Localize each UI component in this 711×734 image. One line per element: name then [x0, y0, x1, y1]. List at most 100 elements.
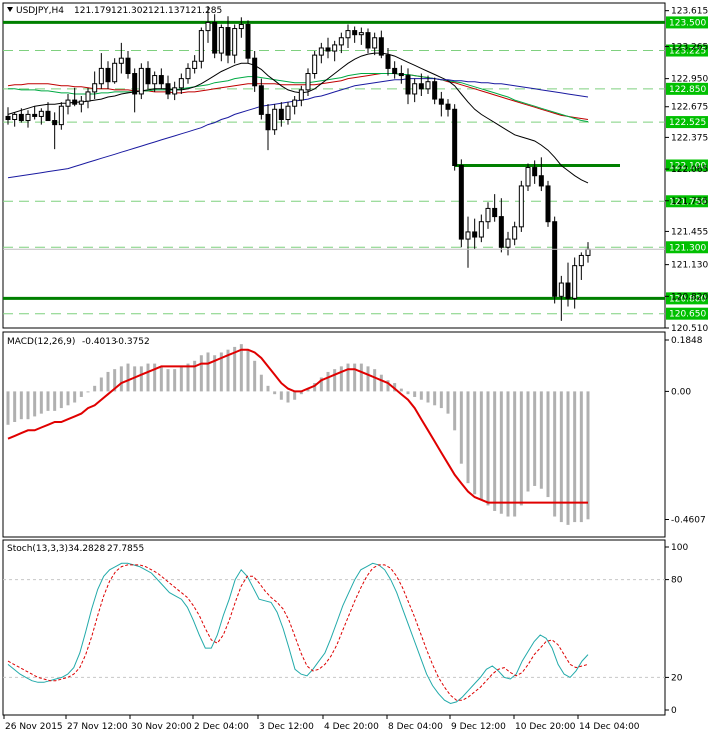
- macd-histogram-bar: [446, 391, 450, 414]
- candle-bearish: [405, 75, 411, 95]
- candle-bearish: [418, 83, 424, 90]
- macd-histogram-bar: [533, 391, 537, 486]
- x-axis-tick-label: 10 Dec 20:00: [515, 722, 576, 732]
- candle-bearish: [472, 231, 478, 238]
- candle-bearish: [145, 67, 151, 85]
- price-y-tick-label: 121.455: [671, 227, 708, 237]
- candle-bullish: [298, 89, 304, 101]
- macd-histogram-bar: [226, 349, 230, 392]
- level-price-tag-label: 122.100: [669, 162, 706, 172]
- macd-histogram-bar: [279, 391, 283, 400]
- macd-histogram-bar: [73, 391, 77, 403]
- candle-bearish: [385, 54, 391, 69]
- stoch-header-signal: 27.7855: [107, 544, 144, 554]
- macd-histogram-bar: [506, 391, 510, 517]
- candle-bearish: [245, 23, 251, 59]
- candle-bullish: [58, 105, 64, 126]
- x-axis-tick-label: 9 Dec 12:00: [451, 722, 506, 732]
- level-price-tag: [666, 292, 708, 305]
- candle-bearish: [52, 120, 58, 126]
- price-header-open: 121.179: [74, 6, 111, 16]
- candle-bullish: [345, 30, 351, 39]
- macd-header-label: MACD(12,26,9): [7, 337, 75, 347]
- candle-bullish: [372, 37, 378, 49]
- macd-histogram-bar: [546, 391, 550, 498]
- macd-header: MACD(12,26,9) -0.4013 -0.3752: [7, 337, 150, 347]
- candle-bullish: [12, 113, 18, 121]
- macd-histogram-bar: [339, 366, 343, 392]
- price-y-tick-label: 122.675: [671, 103, 708, 113]
- macd-histogram-bar: [386, 380, 390, 392]
- candle-bearish: [378, 37, 384, 56]
- macd-histogram-bar: [439, 391, 443, 409]
- stoch-panel: [2, 539, 666, 716]
- moving-average-line: [7, 52, 589, 184]
- macd-histogram-bar: [253, 360, 257, 392]
- candle-bullish: [292, 99, 298, 107]
- stoch-y-tick-label: 20: [671, 673, 683, 683]
- macd-histogram-bar: [113, 369, 117, 392]
- candle-bearish: [32, 113, 38, 117]
- candle-bullish: [172, 87, 178, 95]
- macd-histogram-bar: [553, 391, 557, 517]
- macd-histogram-bar: [6, 391, 10, 425]
- macd-histogram-bar: [166, 369, 170, 392]
- level-price-tag-label: 120.800: [669, 294, 706, 304]
- candle-bearish: [532, 167, 538, 177]
- stoch-signal-line: [7, 564, 589, 701]
- candle-bullish: [98, 67, 104, 85]
- candle-bearish: [165, 83, 171, 95]
- candle-bearish: [278, 108, 284, 121]
- macd-histogram-bar: [159, 366, 163, 392]
- macd-histogram-bar: [206, 352, 210, 392]
- price-y-tick-label: 120.820: [671, 292, 708, 302]
- macd-histogram-bar: [586, 391, 590, 520]
- macd-histogram-bar: [466, 391, 470, 484]
- macd-header-signal: -0.3752: [115, 337, 150, 347]
- macd-histogram-bar: [373, 369, 377, 392]
- candle-bullish: [585, 248, 591, 256]
- macd-histogram-bar: [473, 391, 477, 495]
- candle-bearish: [158, 75, 164, 85]
- candle-bearish: [132, 73, 138, 95]
- macd-panel: [2, 331, 666, 538]
- candle-bearish: [538, 175, 544, 187]
- macd-histogram-bar: [146, 363, 150, 392]
- candle-bullish: [178, 78, 184, 89]
- stoch-y-tick-label: 100: [671, 543, 688, 553]
- candle-bullish: [65, 99, 71, 107]
- candle-bullish: [318, 47, 324, 56]
- macd-histogram-bar: [359, 363, 363, 392]
- candle-bearish: [252, 57, 258, 87]
- candle-bullish: [485, 207, 491, 223]
- candle-bearish: [5, 115, 11, 121]
- macd-histogram-bar: [559, 391, 563, 523]
- price-header-symbol: USDJPY,H4: [16, 6, 64, 16]
- price-header: USDJPY,H4 121.179 121.302 121.137 121.28…: [7, 6, 222, 16]
- macd-histogram-bar: [59, 391, 63, 409]
- candle-bullish: [112, 62, 118, 83]
- macd-histogram-bar: [266, 385, 270, 392]
- stoch-header: Stoch(13,3,3) 34.2828 27.7855: [7, 544, 144, 554]
- macd-histogram-bar: [179, 366, 183, 392]
- candle-bearish: [225, 27, 231, 56]
- price-y-tick-label: 122.950: [671, 75, 708, 85]
- macd-histogram-bar: [566, 391, 570, 525]
- macd-histogram-bar: [286, 391, 290, 403]
- stoch-layer: [3, 562, 665, 705]
- moving-average-line: [7, 73, 589, 120]
- candle-bullish: [572, 265, 578, 299]
- level-price-tag-label: 121.750: [669, 197, 706, 207]
- macd-histogram-bar: [259, 374, 263, 392]
- candle-bearish: [498, 216, 504, 248]
- macd-histogram-bar: [39, 391, 43, 414]
- candle-bearish: [45, 110, 51, 122]
- macd-histogram-bar: [293, 391, 297, 400]
- x-axis-tick-label: 26 Nov 2015: [5, 722, 63, 732]
- moving-average-line: [7, 78, 589, 179]
- dropdown-triangle-icon[interactable]: [7, 7, 13, 12]
- x-axis-tick-label: 4 Dec 20:00: [324, 722, 379, 732]
- candle-bullish: [465, 231, 471, 240]
- macd-histogram-bar: [319, 377, 323, 392]
